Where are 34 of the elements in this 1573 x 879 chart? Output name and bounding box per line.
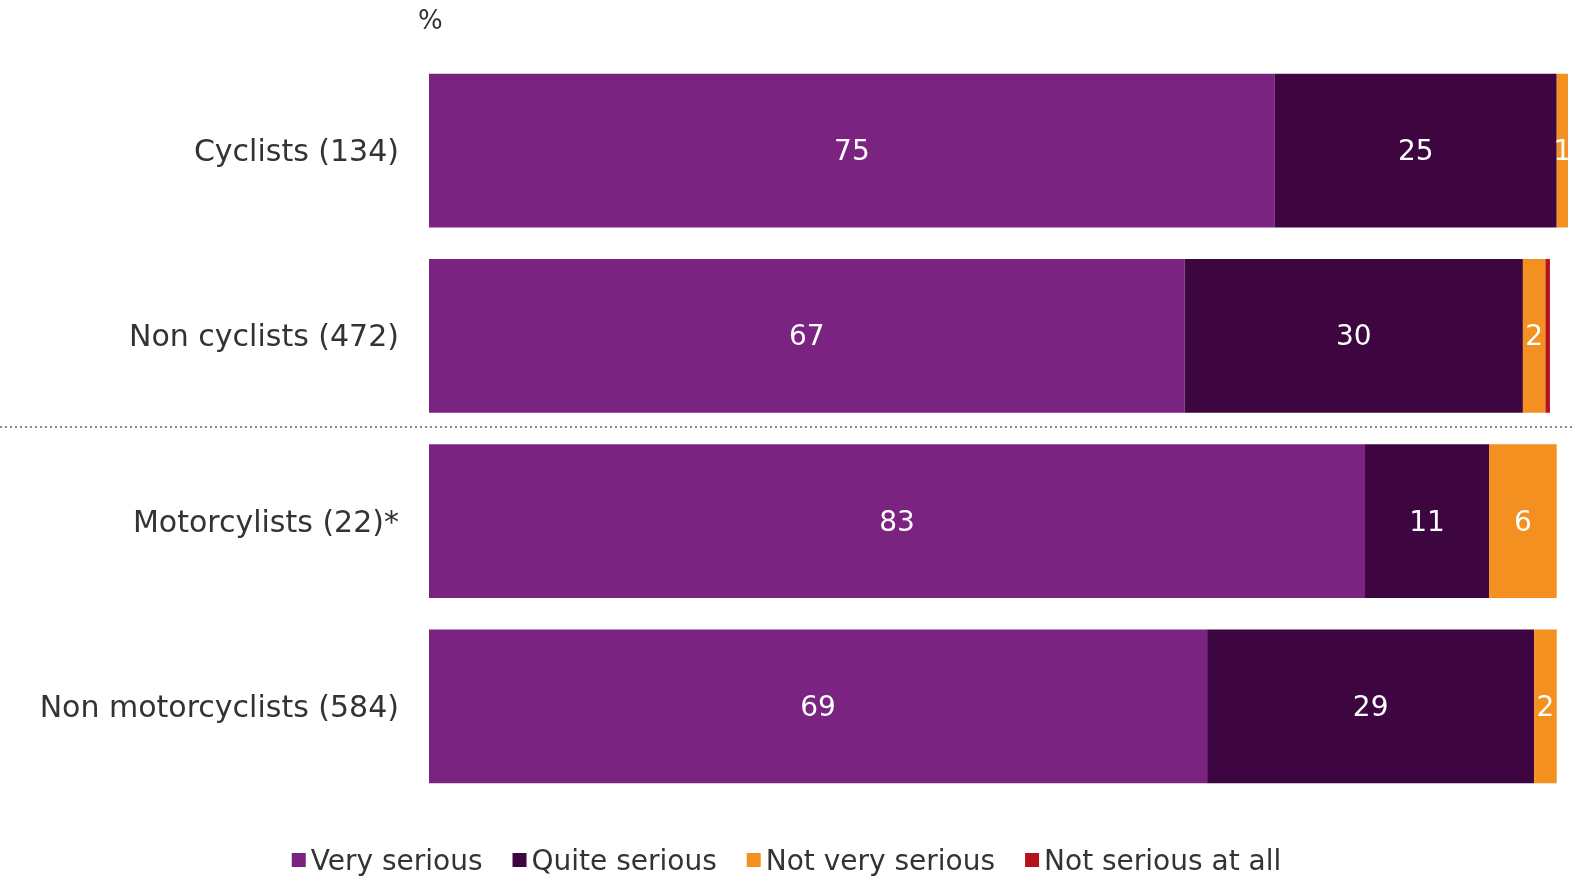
bar bbox=[1365, 444, 1490, 598]
bar bbox=[1489, 444, 1557, 598]
bar bbox=[1274, 73, 1557, 228]
data-label: 2 bbox=[1536, 689, 1555, 723]
x-axis-title: % bbox=[418, 5, 443, 35]
data-label: 11 bbox=[1409, 504, 1445, 538]
legend-label: Not serious at all bbox=[1044, 843, 1282, 877]
y-tick-label: Cyclists (134) bbox=[193, 133, 399, 169]
bar bbox=[429, 73, 1275, 228]
legend-label: Quite serious bbox=[531, 843, 717, 877]
data-label: 69 bbox=[800, 689, 836, 723]
bar bbox=[1184, 259, 1523, 413]
data-label: 75 bbox=[834, 134, 870, 168]
data-label: 6 bbox=[1513, 504, 1532, 538]
y-tick-label: Motorcylists (22)* bbox=[132, 503, 399, 539]
bar bbox=[429, 629, 1208, 784]
y-tick-label: Non motorcyclists (584) bbox=[39, 688, 399, 724]
data-label: 30 bbox=[1335, 319, 1372, 353]
bar bbox=[1522, 259, 1546, 413]
bar bbox=[1556, 73, 1568, 228]
legend-label: Very serious bbox=[310, 843, 483, 877]
bar bbox=[429, 259, 1185, 413]
data-label: 83 bbox=[879, 504, 915, 538]
data-label: 29 bbox=[1352, 689, 1389, 723]
bar bbox=[429, 444, 1366, 598]
bar bbox=[1534, 629, 1557, 784]
bar bbox=[1207, 629, 1535, 784]
legend-label: Not very serious bbox=[765, 843, 996, 877]
data-label: 1 bbox=[1553, 134, 1572, 168]
data-label: 25 bbox=[1397, 134, 1434, 168]
bar bbox=[1545, 259, 1550, 413]
data-label: 2 bbox=[1525, 319, 1544, 353]
y-tick-label: Non cyclists (472) bbox=[129, 318, 399, 354]
data-label: 67 bbox=[788, 319, 825, 353]
